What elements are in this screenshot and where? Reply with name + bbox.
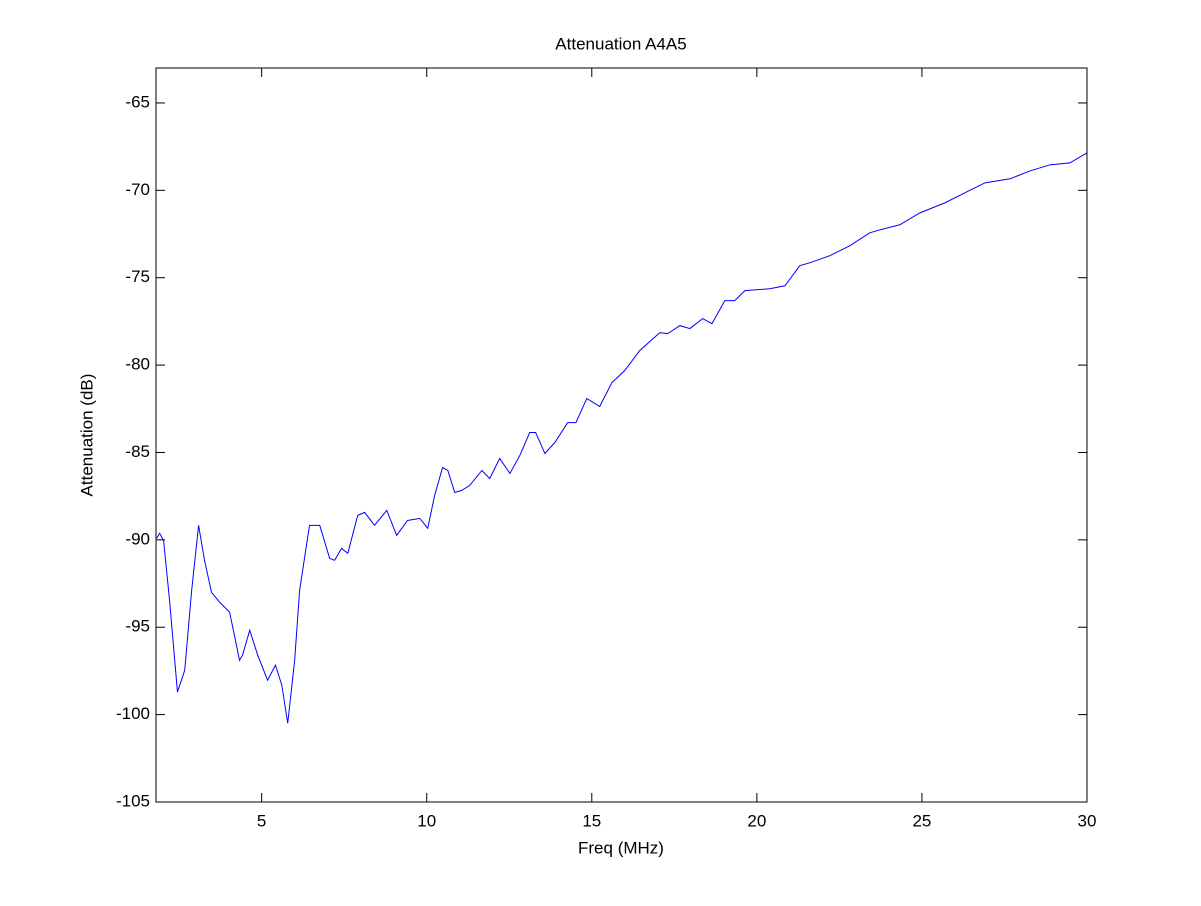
data-line: [156, 152, 1088, 724]
x-tick-label: 15: [582, 811, 601, 830]
y-tick-label: -65: [125, 92, 150, 111]
x-tick-label: 10: [417, 811, 436, 830]
axes-box: [155, 67, 1088, 803]
y-tick-label: -95: [125, 617, 150, 636]
y-tick-label: -75: [125, 267, 150, 286]
chart-title: Attenuation A4A5: [555, 34, 686, 53]
x-tick-label: 5: [257, 811, 266, 830]
x-tick-label: 25: [912, 811, 931, 830]
y-tick-label: -70: [125, 180, 150, 199]
y-tick-label: -90: [125, 529, 150, 548]
x-tick-label: 30: [1078, 811, 1097, 830]
x-tick-label: 20: [747, 811, 766, 830]
y-tick-label: -80: [125, 355, 150, 374]
y-tick-label: -85: [125, 442, 150, 461]
y-axis-label: Attenuation (dB): [77, 374, 96, 497]
x-axis-label: Freq (MHz): [578, 838, 664, 857]
y-tick-label: -105: [116, 791, 150, 810]
y-tick-label: -100: [116, 704, 150, 723]
